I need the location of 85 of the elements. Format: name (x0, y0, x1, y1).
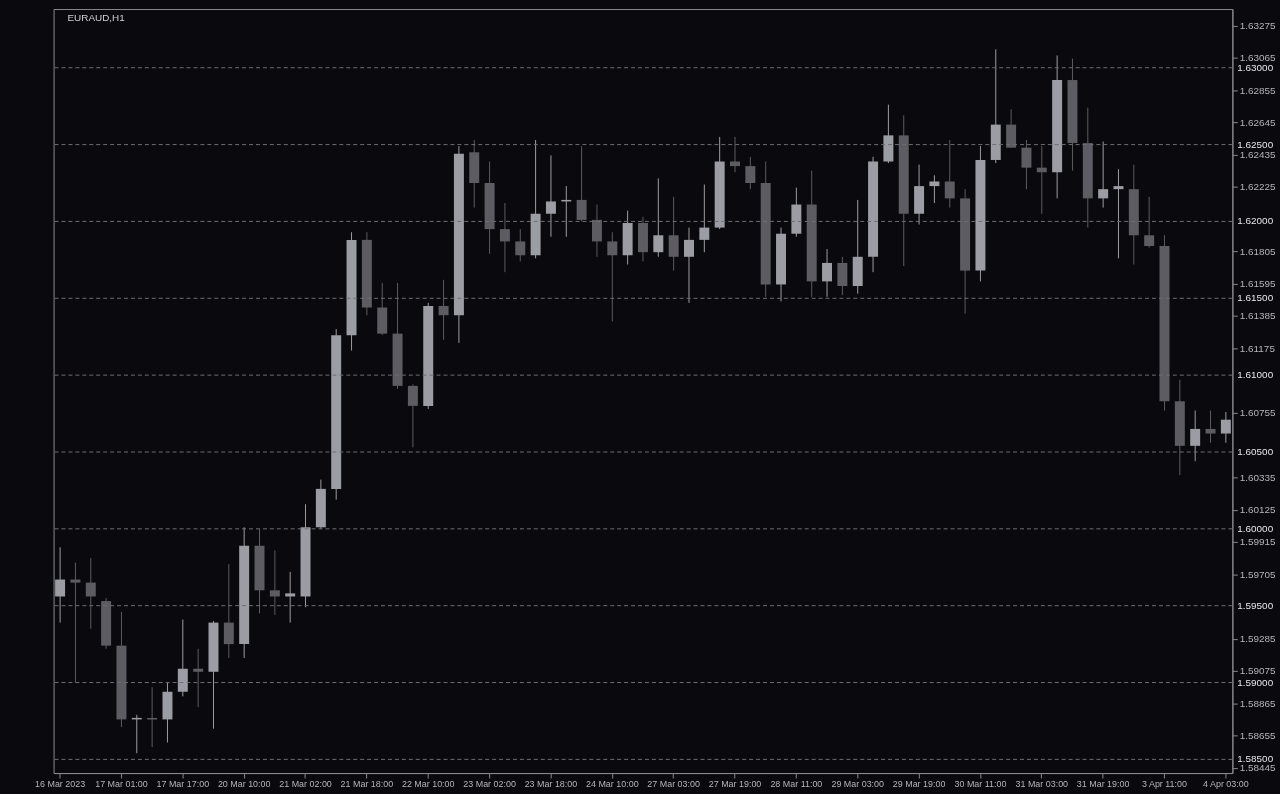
candlestick (668, 196, 679, 272)
y-tick-label: 1.61175 (1239, 342, 1276, 354)
ref-line-label: 1.62500 (1237, 138, 1274, 150)
candlestick (438, 279, 449, 341)
candlestick (269, 549, 280, 616)
x-tick-label: 20 Mar 10:00 (217, 779, 271, 790)
y-tick-label: 1.58865 (1239, 697, 1277, 709)
candlestick (684, 227, 694, 304)
candlestick (730, 136, 740, 173)
ref-line-label: 1.61500 (1237, 292, 1274, 304)
x-tick-label: 24 Mar 10:00 (586, 779, 639, 790)
candlestick (85, 557, 96, 630)
x-tick-label: 31 Mar 19:00 (1076, 779, 1130, 790)
candlestick (653, 177, 664, 258)
candlestick (285, 571, 296, 624)
candlestick (576, 145, 587, 222)
x-tick-label: 17 Mar 17:00 (156, 779, 210, 790)
y-tick-label: 1.60335 (1239, 471, 1277, 483)
ref-line-label: 1.60500 (1237, 445, 1274, 457)
y-tick-label: 1.59915 (1239, 536, 1277, 548)
y-tick-label: 1.59705 (1239, 568, 1277, 580)
candlestick (591, 204, 602, 258)
x-tick-label: 22 Mar 10:00 (401, 779, 455, 790)
x-tick-label: 3 Apr 11:00 (1142, 779, 1188, 790)
x-tick-label: 21 Mar 18:00 (340, 779, 394, 790)
candlestick (515, 228, 526, 262)
y-tick-label: 1.61385 (1239, 310, 1277, 322)
ref-line-label: 1.61000 (1237, 369, 1274, 381)
candlestick (699, 184, 710, 253)
candlestick (607, 231, 618, 322)
candlestick (837, 256, 848, 296)
x-tick-label: 27 Mar 19:00 (708, 779, 762, 790)
candlestick (70, 562, 81, 684)
y-tick-label: 1.59075 (1239, 665, 1277, 677)
x-tick-label: 28 Mar 11:00 (770, 779, 823, 790)
candlestick (545, 154, 556, 238)
candlestick (1113, 168, 1124, 259)
x-tick-label: 29 Mar 03:00 (831, 779, 885, 790)
y-tick-label: 1.61595 (1239, 278, 1277, 290)
candlestick (745, 156, 756, 190)
candlestick (1220, 411, 1231, 444)
candlestick (822, 248, 833, 298)
x-tick-label: 30 Mar 11:00 (954, 779, 1007, 790)
x-tick-label: 23 Mar 18:00 (524, 779, 578, 790)
ref-line-label: 1.63000 (1237, 61, 1274, 73)
x-tick-label: 29 Mar 19:00 (892, 779, 946, 790)
candlestick (1205, 409, 1216, 444)
x-tick-label: 27 Mar 03:00 (647, 779, 700, 790)
y-tick-label: 1.62435 (1239, 149, 1277, 161)
candlestick (177, 619, 188, 697)
candlestick (1144, 196, 1155, 249)
x-tick-label: 16 Mar 2023 (35, 779, 86, 790)
candlestick (1006, 108, 1017, 149)
x-tick-label: 4 Apr 03:00 (1203, 779, 1249, 790)
ref-line-label: 1.58500 (1237, 753, 1274, 765)
candlestick (55, 546, 66, 624)
candlestick (499, 202, 510, 273)
y-tick-label: 1.61805 (1239, 245, 1277, 257)
chart-title: EURAUD,H1 (67, 11, 126, 23)
y-tick-label: 1.63065 (1239, 52, 1277, 64)
candlestick (1021, 139, 1032, 190)
x-tick-label: 31 Mar 03:00 (1015, 779, 1069, 790)
y-tick-label: 1.60755 (1239, 407, 1277, 419)
ref-line-label: 1.59500 (1237, 599, 1274, 611)
x-tick-label: 21 Mar 02:00 (279, 779, 332, 790)
x-tick-label: 17 Mar 01:00 (95, 779, 148, 790)
candlestick (1098, 141, 1109, 209)
candlestick (407, 383, 418, 448)
y-tick-label: 1.58655 (1239, 730, 1277, 742)
x-tick-label: 23 Mar 02:00 (463, 779, 516, 790)
candlestick (929, 174, 940, 204)
y-tick-label: 1.60125 (1239, 504, 1277, 516)
y-tick-label: 1.62225 (1239, 181, 1277, 193)
ref-line-label: 1.62000 (1237, 215, 1274, 227)
candlestick (1190, 409, 1201, 462)
candlestick (223, 563, 234, 659)
ref-line-label: 1.60000 (1237, 522, 1274, 534)
candlestick (193, 648, 204, 708)
y-tick-label: 1.58445 (1239, 762, 1277, 774)
y-tick-label: 1.59285 (1239, 633, 1277, 645)
y-tick-label: 1.62645 (1239, 116, 1277, 128)
y-tick-label: 1.63275 (1239, 19, 1277, 31)
ref-line-label: 1.59000 (1237, 676, 1274, 688)
candlestick (944, 139, 955, 209)
y-tick-label: 1.62855 (1239, 84, 1277, 96)
